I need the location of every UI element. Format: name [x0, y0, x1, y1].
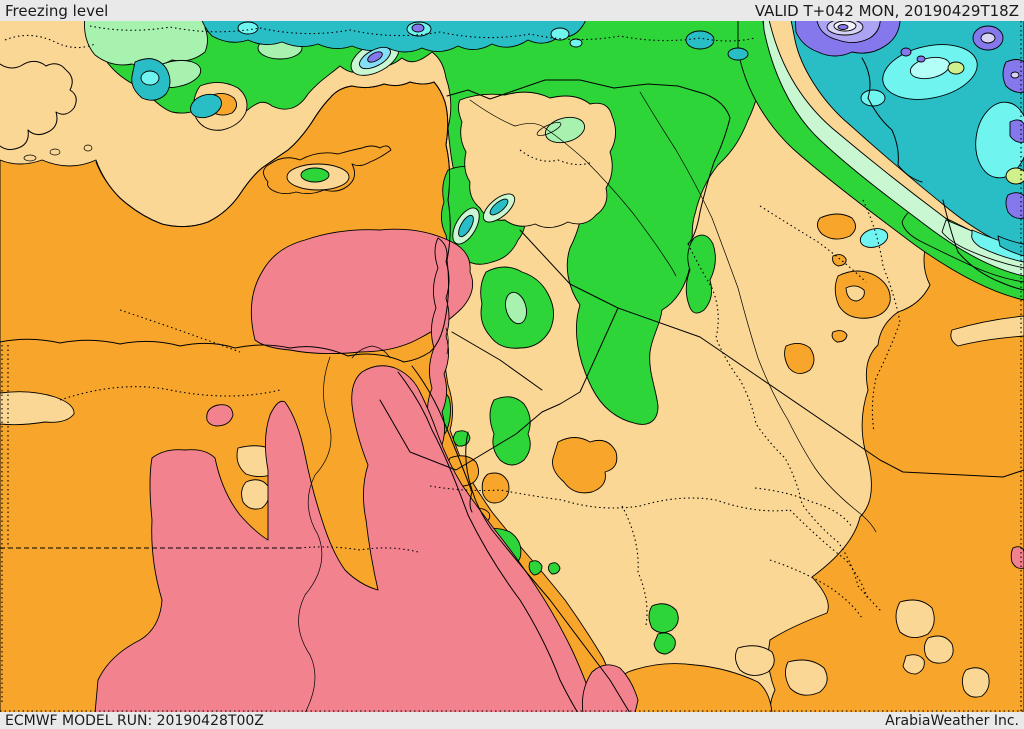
- rivers: [298, 91, 877, 714]
- map-footer-bar: ECMWF MODEL RUN: 20190428T00Z ArabiaWeat…: [0, 712, 1024, 729]
- valid-time-label: VALID T+042 MON, 20190429T18Z: [754, 1, 1019, 20]
- country-borders: [379, 57, 1024, 478]
- map-header-bar: Freezing level VALID T+042 MON, 20190429…: [0, 0, 1024, 21]
- contour-pink-layer: [94, 228, 1024, 714]
- cyprus-island: [263, 145, 392, 195]
- coastlines: [0, 60, 631, 714]
- model-run-label: ECMWF MODEL RUN: 20190428T00Z: [5, 712, 264, 729]
- map-title: Freezing level: [5, 1, 109, 20]
- admin-borders-dotted: [0, 21, 1024, 713]
- contour-cold-layer: [131, 14, 1024, 325]
- branding-label: ArabiaWeather Inc.: [885, 712, 1019, 729]
